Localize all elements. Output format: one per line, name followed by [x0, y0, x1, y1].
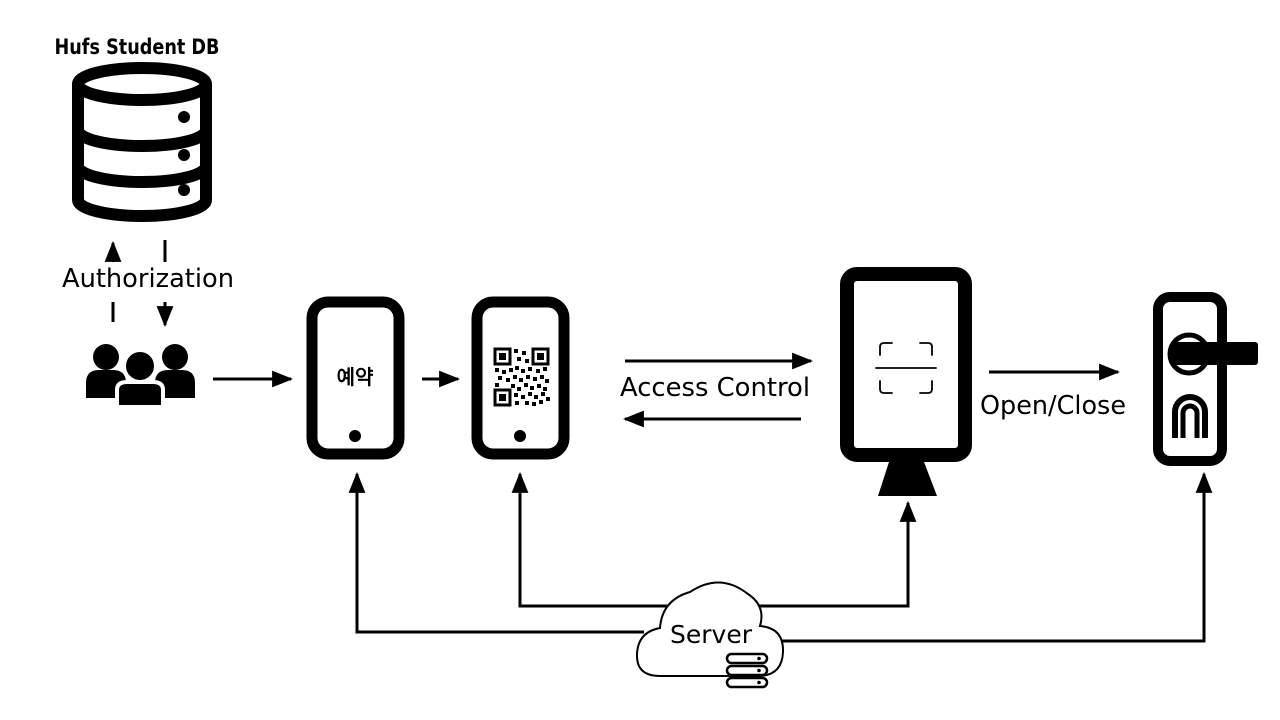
qr-code-icon [493, 347, 550, 407]
database-icon [72, 62, 212, 222]
access-control-label: Access Control [620, 373, 810, 403]
phone-reserve-icon [306, 296, 405, 460]
qr-scanner-kiosk-icon [840, 267, 972, 496]
authorization-edge [104, 240, 174, 328]
database-label: Hufs Student DB [55, 35, 220, 59]
server-connections [348, 471, 1213, 643]
users-group-icon [86, 344, 195, 409]
server-stack-icon [725, 652, 769, 689]
open-close-label: Open/Close [980, 391, 1126, 421]
server-label: Server [670, 620, 753, 649]
phone-reserve-text: 예약 [337, 365, 374, 389]
authorization-label: Authorization [62, 264, 234, 294]
cloud-server-icon [635, 581, 785, 677]
smart-door-lock-icon [1153, 292, 1258, 466]
